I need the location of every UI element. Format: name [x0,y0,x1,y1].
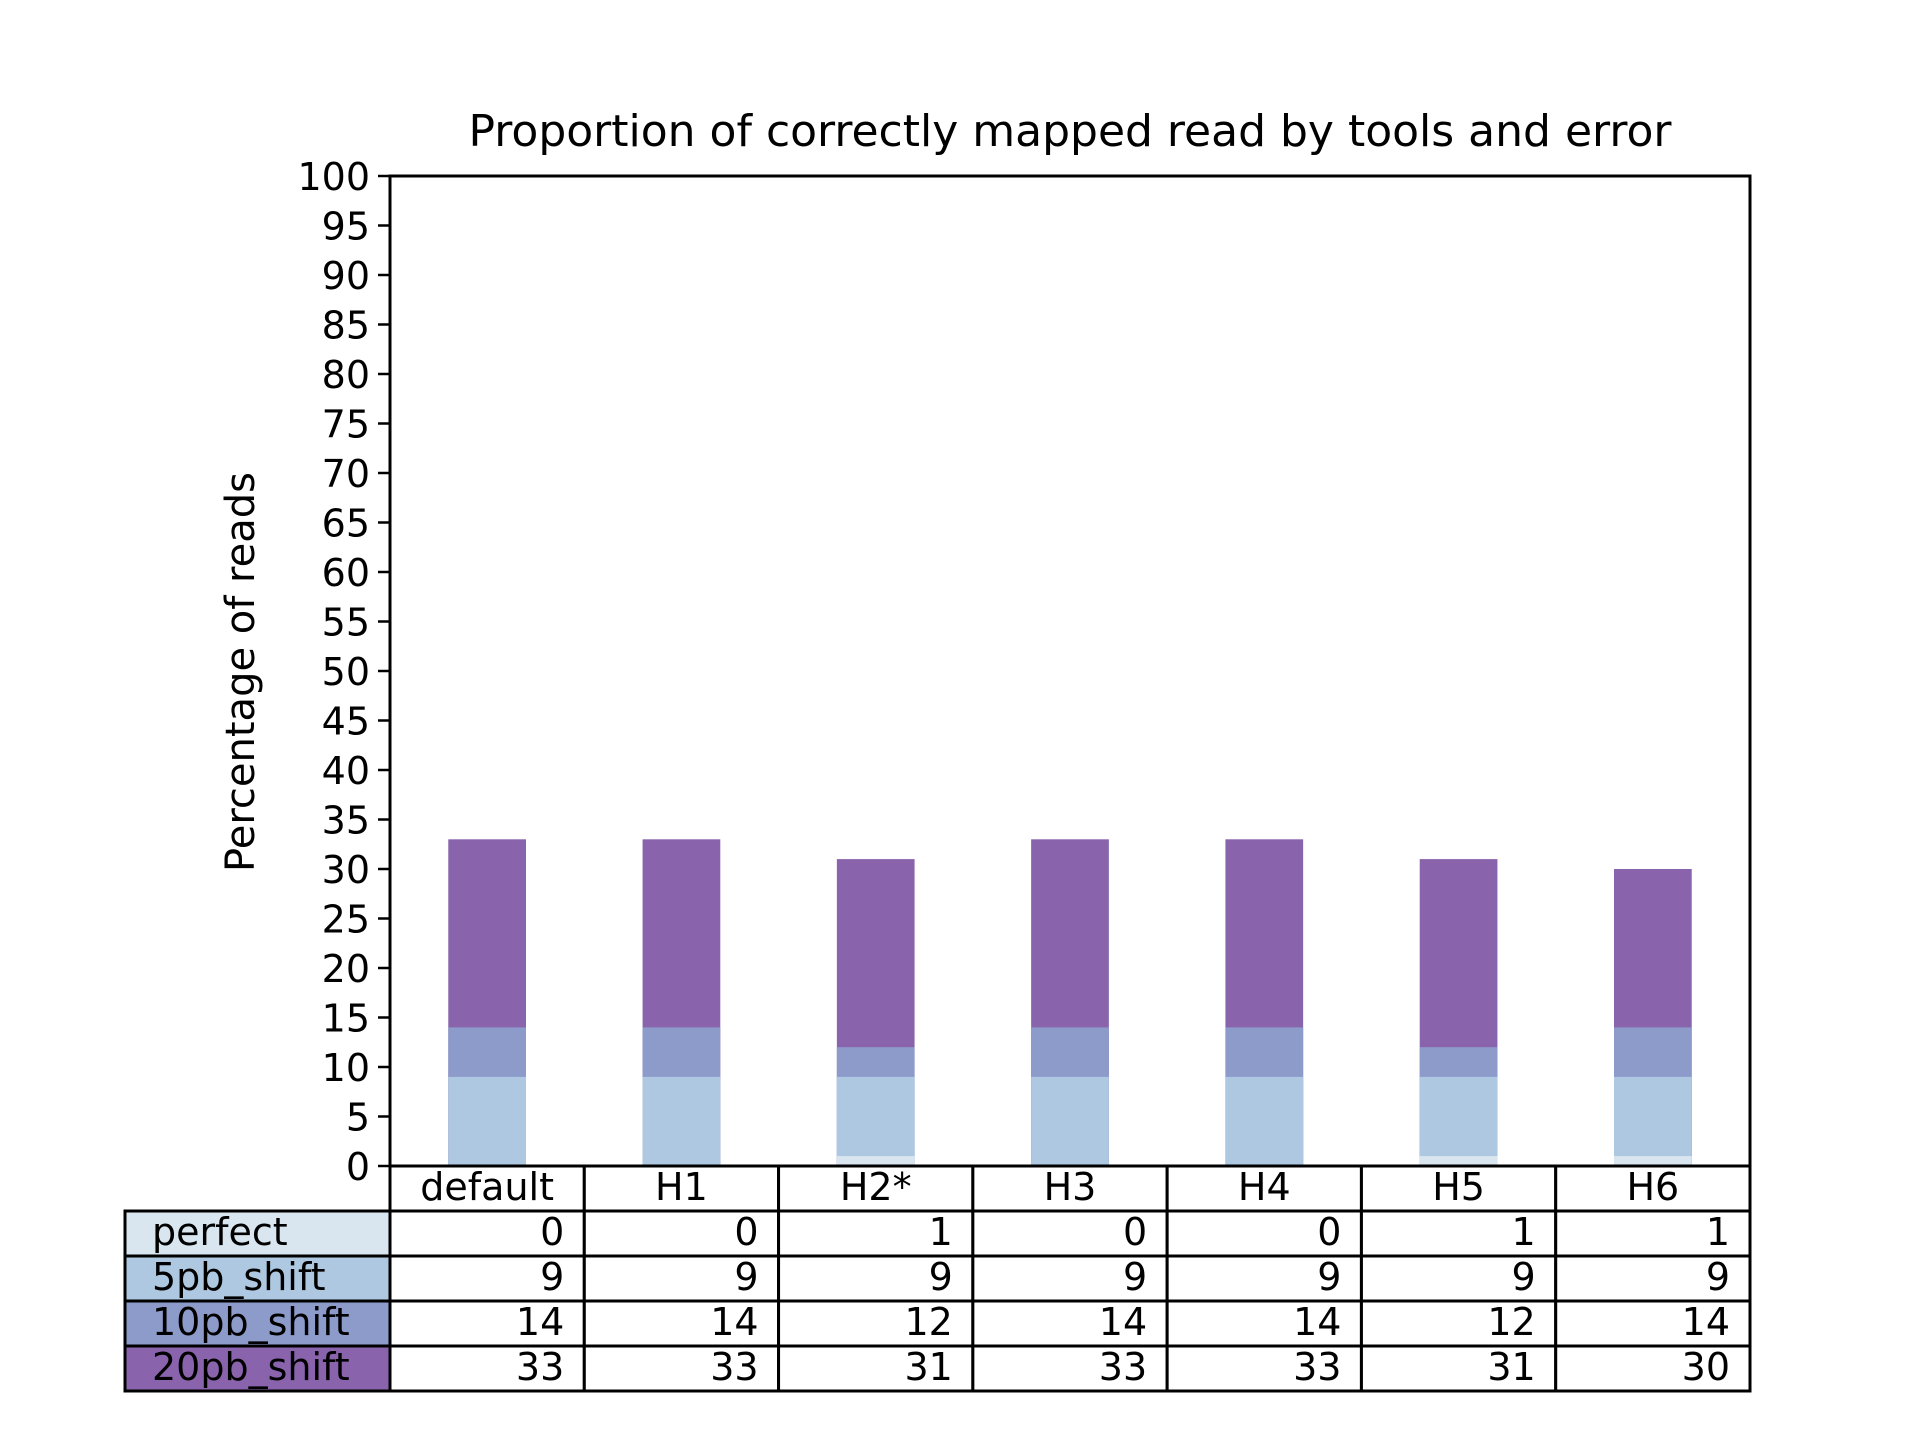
table-cell [971,1254,1169,1303]
bar-5pb_shift-H4 [1225,1076,1304,1166]
bar-perfect-H5 [1419,1156,1498,1166]
table-cell [1165,1209,1363,1258]
bar-perfect-H6 [1614,1156,1692,1166]
table-cell [1165,1254,1363,1303]
table-cell-value: 12 [1487,1300,1535,1344]
table-column-header: H3 [1044,1165,1097,1209]
bar-5pb_shift-H5 [1419,1076,1498,1166]
table-cell-value: 33 [516,1345,564,1389]
table-cell-value: 0 [1317,1210,1341,1254]
chart-title: Proportion of correctly mapped read by t… [469,106,1673,157]
y-tick-label: 15 [322,997,370,1041]
y-tick-label: 60 [322,551,370,595]
bar-5pb_shift-default [448,1076,526,1166]
table-cell-value: 14 [710,1300,758,1344]
y-tick-label: 40 [322,749,370,793]
table-cell-value: 33 [710,1345,758,1389]
table-cell-value: 9 [734,1255,758,1299]
bar-5pb_shift-H3 [1031,1076,1109,1166]
legend-swatch-20pb_shift [123,1344,392,1393]
table-cell-value: 33 [1293,1345,1341,1389]
table-cell-value: 0 [1123,1210,1147,1254]
bar-perfect-H2* [836,1156,915,1166]
table-cell [1554,1344,1752,1393]
table-cell [1554,1209,1752,1258]
table-cell [388,1344,586,1393]
table-cell-value: 1 [1706,1210,1730,1254]
table-cell-value: 9 [1512,1255,1536,1299]
y-tick-label: 80 [322,353,370,397]
table-cell [777,1344,975,1393]
table-cell-value: 9 [1706,1255,1730,1299]
y-tick-label: 100 [297,155,370,199]
table-cell-value: 9 [1123,1255,1147,1299]
table-cell [777,1254,975,1303]
table-cell-value: 1 [1512,1210,1536,1254]
bars-group [448,839,1692,1166]
table-cell-value: 14 [1682,1300,1730,1344]
table-cell [1165,1344,1363,1393]
y-tick-label: 70 [322,452,370,496]
table-cell-value: 31 [1487,1345,1535,1389]
y-tick-label: 30 [322,848,370,892]
table-cell-value: 14 [1099,1300,1147,1344]
y-tick-label: 85 [322,304,370,348]
table-cell [1359,1344,1558,1393]
table-column-header: H2* [840,1165,912,1209]
y-tick-label: 35 [322,799,370,843]
table-cell-value: 30 [1682,1345,1730,1389]
table-cell-value: 0 [540,1210,564,1254]
table-row-label: perfect [152,1210,288,1254]
y-tick-label: 10 [322,1046,370,1090]
table-column-header: H4 [1238,1165,1291,1209]
table-column-header: H5 [1432,1165,1485,1209]
table-row-label: 5pb_shift [152,1255,325,1299]
y-tick-label: 20 [322,947,370,991]
table-cell-value: 14 [1293,1300,1341,1344]
y-tick-label: 50 [322,650,370,694]
y-tick-label: 75 [322,403,370,447]
y-tick-label: 95 [322,205,370,249]
table-cell-value: 14 [516,1300,564,1344]
table-column-header: default [420,1165,554,1209]
y-tick-label: 65 [322,502,370,546]
table-cell [388,1254,586,1303]
table-cell-value: 0 [734,1210,758,1254]
table-cell-value: 9 [929,1255,953,1299]
table-cell-value: 1 [929,1210,953,1254]
table-header-cell [777,1164,975,1213]
y-tick-label: 0 [346,1145,370,1189]
y-tick-label: 25 [322,898,370,942]
table-header-cell [971,1164,1169,1213]
bar-5pb_shift-H1 [642,1076,721,1166]
bar-5pb_shift-H6 [1614,1076,1692,1166]
y-axis: 0 5 10 15 20 25 30 35 40 45 50 55 60 65 70 75 80 85 90 95 10… [297,155,390,1189]
table-row-label: 10pb_shift [152,1300,350,1344]
y-tick-label: 5 [346,1096,370,1140]
table-cell [1554,1254,1752,1303]
table-column-header: H1 [655,1165,708,1209]
table-header-cell [1165,1164,1363,1213]
table-cell [582,1344,781,1393]
table-cell-value: 9 [540,1255,564,1299]
table-column-header: H6 [1626,1165,1679,1209]
data-table: default H1 H2* H3 H4 H5 H6 perfect 0 0 1 0 0 1 1 5pb_sh… [123,1164,1752,1393]
y-tick-label: 90 [322,254,370,298]
table-cell-value: 9 [1317,1255,1341,1299]
y-tick-label: 55 [322,601,370,645]
table-cell-value: 12 [904,1300,952,1344]
table-cell-value: 33 [1099,1345,1147,1389]
y-tick-label: 45 [322,700,370,744]
bar-5pb_shift-H2* [836,1076,915,1166]
y-axis-label: Percentage of reads [218,472,264,872]
table-row-label: 20pb_shift [152,1345,350,1389]
table-cell-value: 31 [904,1345,952,1389]
